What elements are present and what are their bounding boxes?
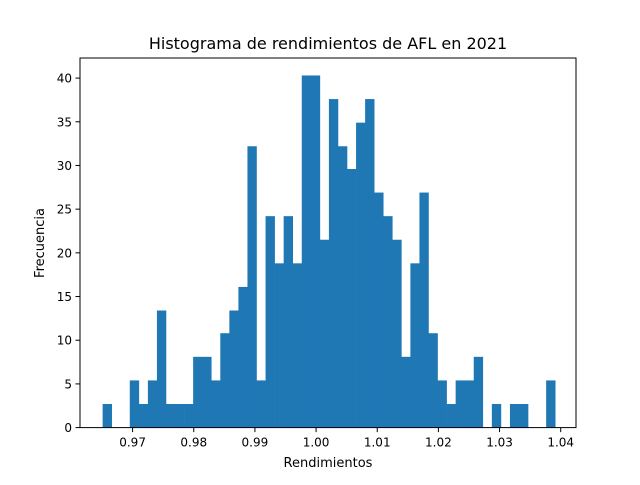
- histogram-bar: [464, 380, 475, 428]
- histogram-bar: [365, 99, 375, 428]
- histogram-bar: [292, 263, 303, 428]
- x-tick-label: 1.03: [486, 436, 513, 450]
- y-tick-label: 25: [57, 203, 72, 217]
- histogram-bar: [392, 239, 402, 428]
- histogram-bar: [129, 380, 140, 428]
- x-tick-label: 1.01: [364, 436, 391, 450]
- histogram-bar: [184, 404, 194, 428]
- histogram-bar: [211, 380, 221, 428]
- histogram-bar: [319, 239, 330, 428]
- x-tick-label: 1.04: [547, 436, 574, 450]
- histogram-bar: [175, 404, 185, 428]
- histogram-bar: [337, 146, 348, 428]
- histogram-bar: [347, 168, 357, 428]
- histogram-bar: [473, 356, 484, 428]
- histogram-bar: [410, 263, 420, 428]
- y-tick-label: 15: [57, 290, 72, 304]
- y-tick-label: 5: [64, 377, 72, 391]
- histogram-bar: [419, 192, 429, 428]
- x-axis-label: Rendimientos: [284, 456, 373, 471]
- histogram-bar: [301, 75, 312, 428]
- histogram-bar: [238, 286, 248, 428]
- bars-group: [102, 75, 556, 428]
- histogram-bar: [156, 310, 167, 428]
- y-tick-label: 0: [64, 421, 72, 435]
- histogram-bar: [428, 333, 438, 428]
- x-tick-label: 0.99: [242, 436, 269, 450]
- x-axis: 0.97 0.98 0.99 1.00 1.01 1.02 1.03 1.04: [119, 427, 574, 450]
- histogram-bar: [328, 99, 339, 428]
- histogram-bar: [202, 356, 212, 428]
- histogram-bar: [446, 404, 456, 428]
- y-tick-label: 20: [57, 246, 72, 260]
- histogram-bar: [310, 75, 321, 428]
- histogram-bar: [356, 122, 366, 428]
- y-axis-label: Frecuencia: [33, 208, 48, 278]
- y-tick-label: 35: [57, 115, 72, 129]
- histogram-bar: [401, 356, 411, 428]
- histogram-bar: [147, 380, 158, 428]
- histogram-bar: [102, 404, 112, 428]
- y-axis: 0 5 10 15 20 25 30 35 40: [57, 72, 80, 435]
- y-tick-label: 40: [57, 72, 72, 86]
- histogram-bar: [374, 192, 384, 428]
- histogram-bar: [274, 263, 284, 428]
- histogram-bar: [491, 404, 502, 428]
- histogram-bar: [220, 333, 230, 428]
- histogram-bar: [256, 380, 266, 428]
- histogram-bar: [519, 404, 529, 428]
- histogram-bar: [283, 216, 294, 428]
- histogram-bar: [229, 310, 239, 428]
- histogram-bar: [265, 216, 275, 428]
- x-tick-label: 0.98: [180, 436, 207, 450]
- y-tick-label: 10: [57, 334, 72, 348]
- chart-title: Histograma de rendimientos de AFL en 202…: [149, 34, 507, 53]
- x-tick-label: 0.97: [119, 436, 146, 450]
- histogram-bar: [193, 356, 203, 428]
- histogram-bar: [546, 380, 556, 428]
- histogram-bar: [138, 404, 149, 428]
- histogram-bar: [247, 146, 257, 428]
- x-tick-label: 1.02: [425, 436, 452, 450]
- histogram-bar: [165, 404, 176, 428]
- histogram-bar: [455, 380, 465, 428]
- x-tick-label: 1.00: [303, 436, 330, 450]
- histogram-bar: [383, 216, 393, 428]
- histogram-bar: [437, 380, 447, 428]
- histogram-bar: [509, 404, 520, 428]
- y-tick-label: 30: [57, 159, 72, 173]
- plot-frame: [79, 57, 577, 429]
